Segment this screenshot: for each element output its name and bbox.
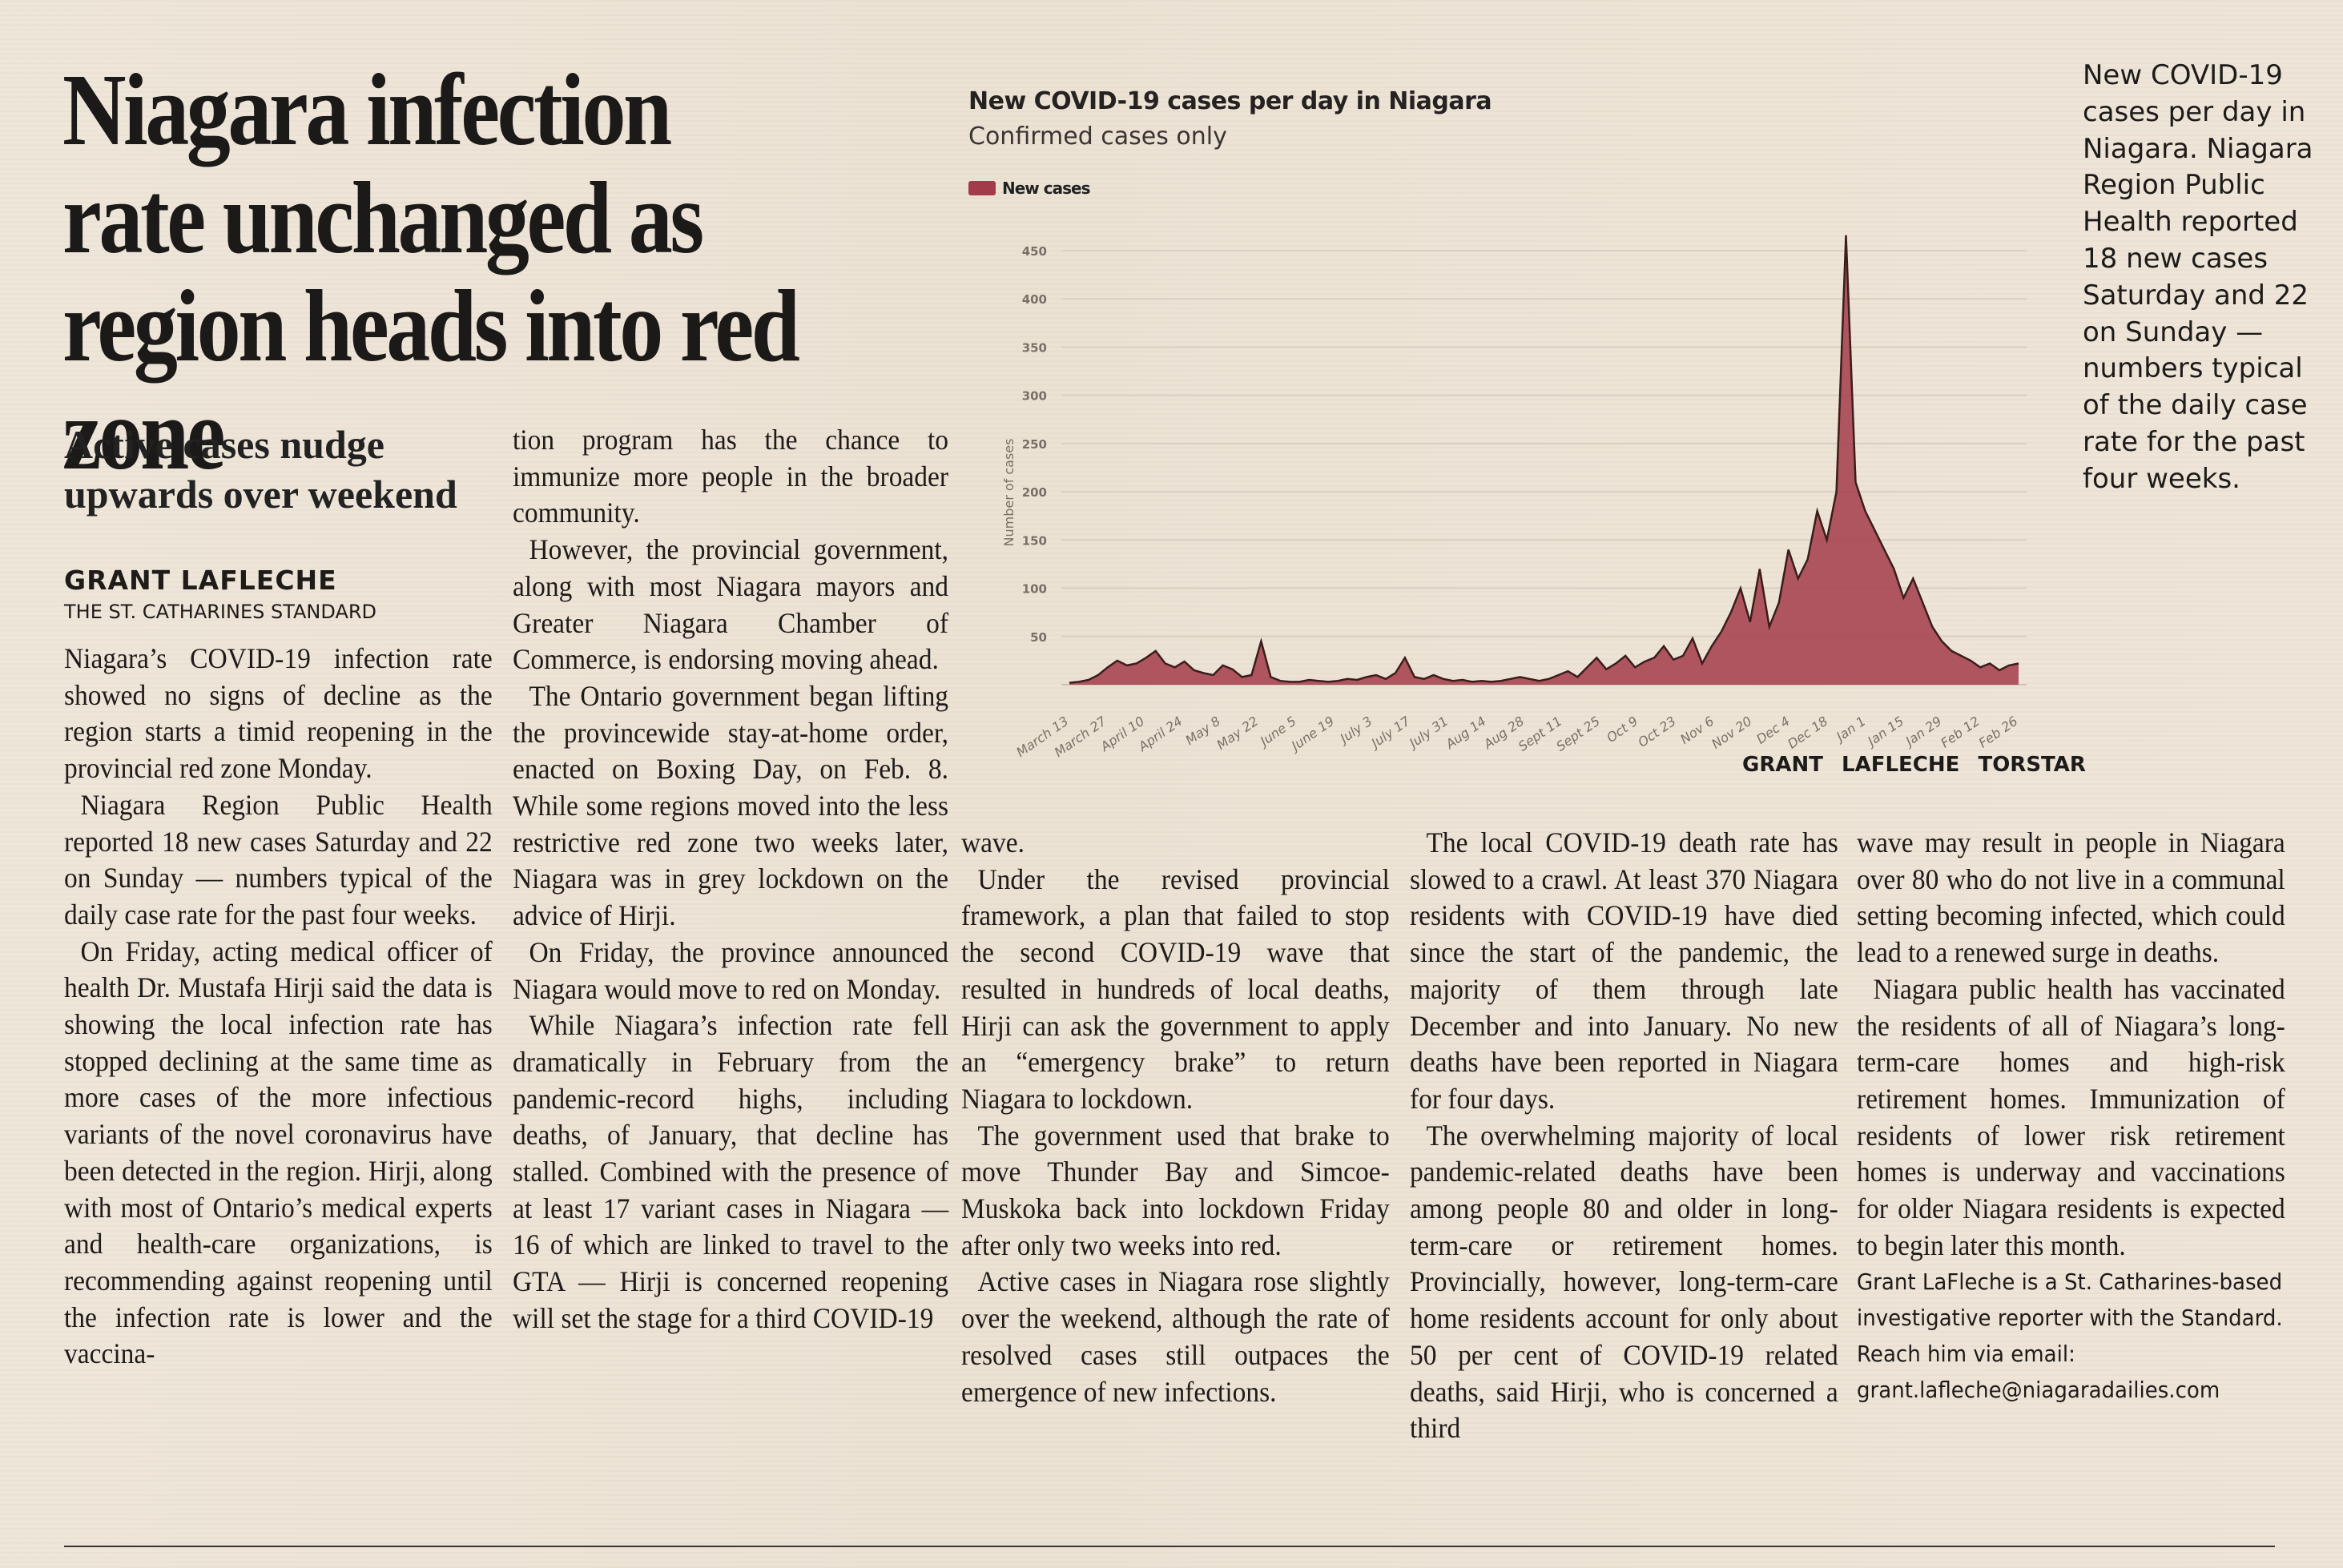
x-tick-label: Feb 12 xyxy=(1938,714,1983,751)
figure-caption: New COVID-19 cases per day in Niagara. N… xyxy=(2083,59,2313,495)
chart-title: New COVID-19 cases per day in Niagara xyxy=(968,87,1492,115)
paragraph: The overwhelming majority of local pande… xyxy=(1410,1119,1838,1445)
paragraph: wave may result in people in Niagara ove… xyxy=(1857,826,2285,969)
article-column-3: wave. Under the revised provincial frame… xyxy=(961,825,1390,1410)
paragraph: On Friday, acting medical officer of hea… xyxy=(64,935,493,1370)
y-tick-label: 300 xyxy=(1022,389,1047,404)
x-tick-label: Jan 1 xyxy=(1832,714,1869,746)
paragraph: tion program has the chance to immunize … xyxy=(513,424,949,529)
y-tick-label: 350 xyxy=(1022,340,1047,355)
paragraph: wave. xyxy=(961,826,1025,858)
chart-subtitle: Confirmed cases only xyxy=(968,123,1227,151)
x-tick-label: Oct 9 xyxy=(1604,714,1641,746)
chart-legend: New cases xyxy=(968,179,1090,198)
paragraph: The local COVID-19 death rate has slowed… xyxy=(1410,826,1838,1115)
y-tick-label: 150 xyxy=(1022,533,1047,548)
new-cases-line xyxy=(1069,235,2019,684)
x-tick-label: Nov 20 xyxy=(1709,714,1754,752)
y-tick-label: 50 xyxy=(1030,630,1047,645)
x-tick-label: Jan 15 xyxy=(1863,714,1906,750)
paragraph: However, the provincial government, alon… xyxy=(513,533,949,676)
paragraph: Niagara’s COVID-19 infection rate showed… xyxy=(64,642,493,785)
x-tick-label: July 17 xyxy=(1367,713,1413,752)
x-tick-label: Oct 23 xyxy=(1635,714,1678,750)
bottom-rule xyxy=(64,1546,2275,1547)
photo-credit: GRANT LAFLECHE TORSTAR xyxy=(1742,753,2086,777)
y-tick-label: 450 xyxy=(1022,244,1047,259)
y-tick-label: 100 xyxy=(1022,582,1047,597)
paragraph: While Niagara’s infection rate fell dram… xyxy=(513,1009,949,1334)
article-column-4: The local COVID-19 death rate has slowed… xyxy=(1410,825,1838,1447)
article-column-5: wave may result in people in Niagara ove… xyxy=(1857,825,2285,1408)
x-tick-label: Sept 25 xyxy=(1553,714,1603,754)
paragraph: Niagara Region Public Health reported 18… xyxy=(64,788,493,931)
paragraph: The government used that brake to move T… xyxy=(961,1119,1390,1261)
x-tick-label: Dec 18 xyxy=(1785,714,1830,752)
paragraph: Active cases in Niagara rose slightly ov… xyxy=(961,1265,1390,1408)
article-column-1: Niagara’s COVID-19 infection rate showed… xyxy=(64,641,493,1373)
x-tick-label: Feb 26 xyxy=(1976,714,2021,751)
area-chart: 50 100 150 200 250 300 350 400 450 Number of case… xyxy=(1001,235,2027,760)
legend-swatch xyxy=(968,181,996,195)
paragraph: Niagara public health has vaccinated the… xyxy=(1857,972,2285,1261)
new-cases-area xyxy=(1069,235,2019,685)
byline-name: GRANT LAFLECHE xyxy=(64,565,337,596)
y-tick-label: 200 xyxy=(1022,485,1047,500)
author-bio: Grant LaFleche is a St. Catharines-based… xyxy=(1857,1268,2283,1404)
x-tick-label: Aug 14 xyxy=(1443,714,1489,753)
x-tick-label: July 3 xyxy=(1335,714,1375,748)
x-tick-label: May 22 xyxy=(1214,714,1261,753)
x-tick-label: July 31 xyxy=(1405,714,1451,752)
y-tick-label: 250 xyxy=(1022,437,1047,452)
chart-figure: 50 100 150 200 250 300 350 400 450 Number of case… xyxy=(957,76,2063,781)
article-column-2: tion program has the chance to immunize … xyxy=(513,422,948,1337)
headline: Niagara infection rate unchanged as regi… xyxy=(62,53,800,491)
paragraph: On Friday, the province announced Niagar… xyxy=(513,935,949,1005)
x-tick-label: Jan 29 xyxy=(1901,714,1944,750)
legend-label: New cases xyxy=(1002,179,1090,198)
subhead: Active cases nudge upwards over weekend xyxy=(64,422,457,517)
paragraph: The Ontario government began lifting the… xyxy=(513,679,949,932)
y-tick-label: 400 xyxy=(1022,292,1047,307)
y-axis-label: Number of cases xyxy=(1001,439,1017,547)
paragraph: Under the revised provincial framework, … xyxy=(961,862,1390,1115)
byline-org: THE ST. CATHARINES STANDARD xyxy=(64,601,377,623)
